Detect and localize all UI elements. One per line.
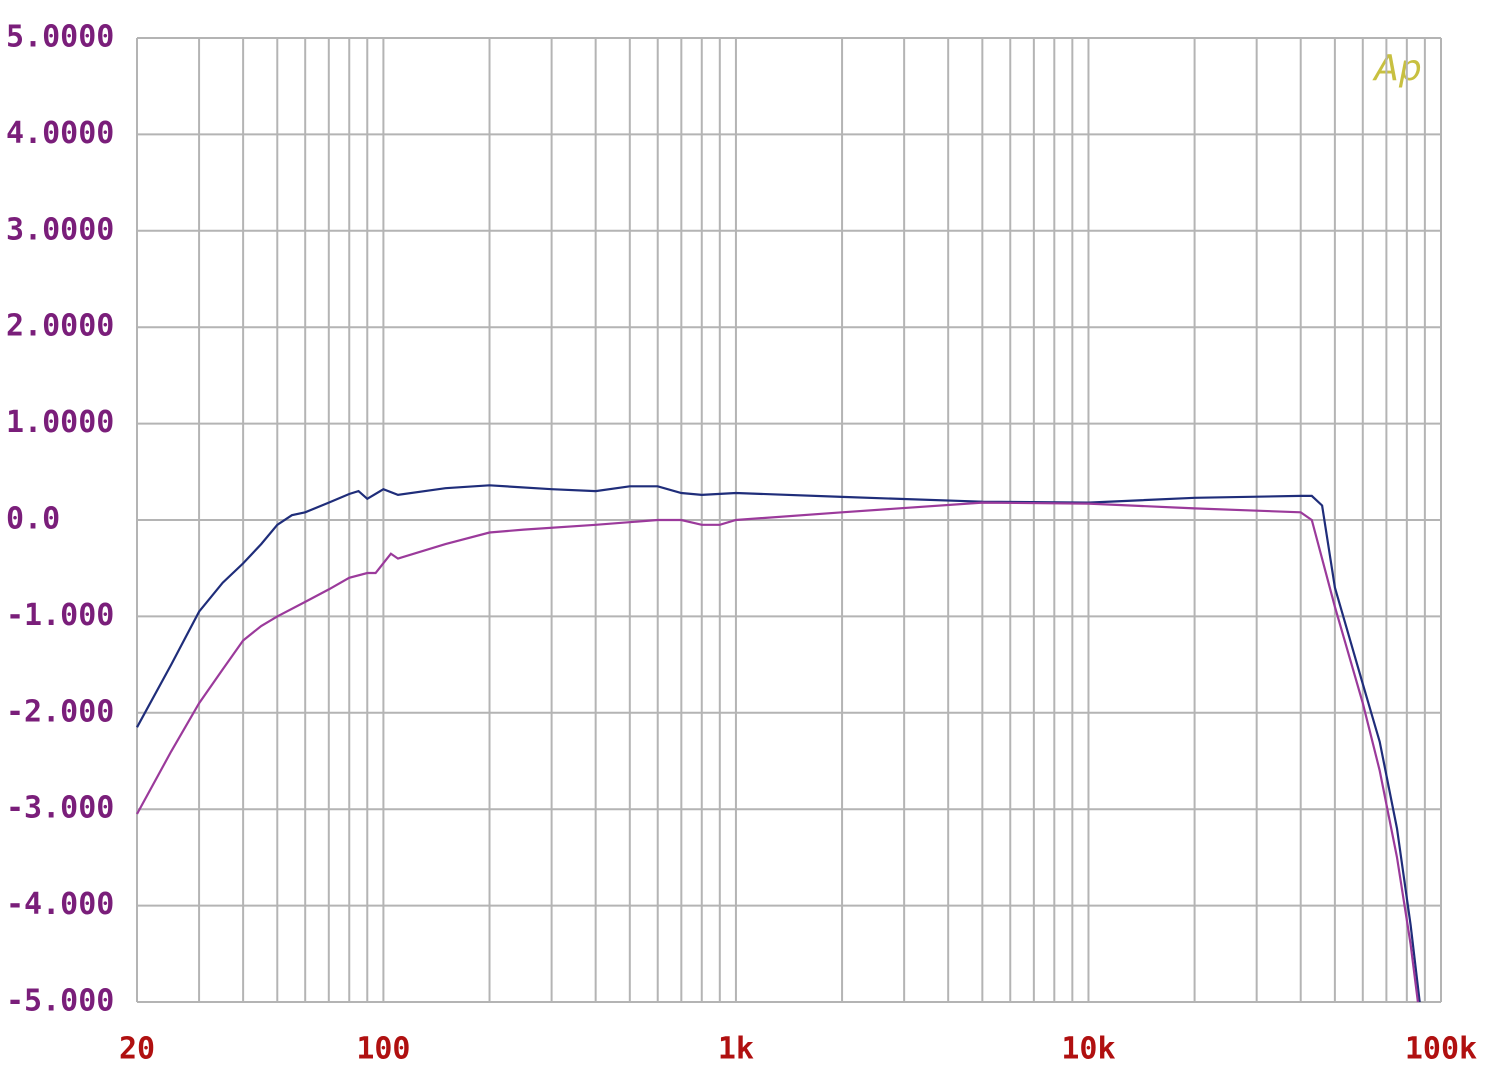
y-tick-label: 4.0000 xyxy=(6,116,114,151)
data-line xyxy=(136,484,1421,1003)
logo: Ap xyxy=(1372,48,1421,89)
x-tick-label: 20 xyxy=(119,1032,155,1067)
y-tick-label: 0.0 xyxy=(6,502,60,537)
x-tick-label: 10k xyxy=(1061,1032,1115,1067)
data-line xyxy=(136,501,1419,1003)
y-tick-label: 3.0000 xyxy=(6,212,114,247)
y-tick-label: 2.0000 xyxy=(6,309,114,344)
x-tick-label: 1k xyxy=(718,1032,754,1067)
y-tick-label: -3.000 xyxy=(6,791,114,826)
y-tick-label: -5.000 xyxy=(6,984,114,1019)
y-tick-label: -1.000 xyxy=(6,598,114,633)
y-tick-label: 1.0000 xyxy=(6,405,114,440)
y-tick-label: -4.000 xyxy=(6,887,114,922)
y-tick-label: -2.000 xyxy=(6,694,114,729)
y-tick-label: 5.0000 xyxy=(6,20,114,55)
x-tick-label: 100k xyxy=(1405,1032,1477,1067)
x-tick-label: 100 xyxy=(356,1032,410,1067)
